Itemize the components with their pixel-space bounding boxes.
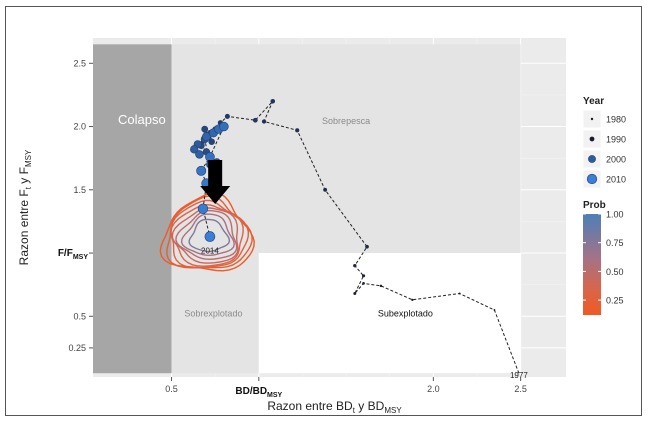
trajectory-point	[458, 292, 461, 295]
trajectory-point	[361, 274, 366, 278]
trajectory-point	[365, 244, 369, 249]
legend-year-label: 2010	[606, 175, 626, 185]
trajectory-point	[353, 292, 357, 295]
legend-year-symbol	[590, 117, 594, 121]
legend-year-label: 1990	[606, 135, 626, 145]
trajectory-point	[204, 231, 216, 242]
trajectory-point	[261, 119, 267, 124]
y-special-tick-label: F/FMSY	[58, 248, 89, 261]
trajectory-point	[219, 121, 229, 132]
region-label-sobrepesca: Sobrepesca	[322, 116, 370, 126]
point-label-2014: 2014	[201, 247, 219, 256]
legend-prob-title: Prob	[583, 200, 606, 211]
point-label-1977: 1977	[510, 371, 528, 380]
trajectory-point	[208, 138, 215, 145]
x-tick-label: 2.5	[514, 384, 527, 394]
trajectory-point	[353, 263, 357, 268]
trajectory-point	[270, 98, 276, 104]
region-colapso	[93, 44, 172, 374]
legend-year-symbol	[589, 136, 595, 142]
legend-prob-colorbar	[583, 214, 601, 315]
probability-contours	[159, 191, 255, 272]
trajectory-point	[202, 132, 211, 142]
y-tick-label: 0.25	[68, 343, 86, 353]
region-label-colapso: Colapso	[118, 112, 166, 127]
trajectory-point	[197, 203, 209, 214]
probability-contour	[180, 213, 235, 257]
region-sobrexplotado	[171, 253, 259, 374]
point-labels: 1977 2014	[201, 247, 528, 380]
legend-year-label: 1980	[606, 115, 626, 125]
legend-year-title: Year	[583, 96, 604, 107]
legend-year-symbol	[588, 155, 596, 163]
region-label-sobrexplotado: Sobrexplotado	[184, 308, 242, 318]
chart: Colapso Sobrepesca Sobrexplotado Subexplota…	[17, 38, 626, 415]
trajectory-point	[379, 284, 383, 288]
probability-contour	[159, 191, 255, 272]
probability-contour	[175, 209, 238, 261]
axes: 0.5 2.0 2.5 0.25 0.5 1.5 2.0 2.5 BD/BDMSY F/FMSY R…	[17, 58, 527, 415]
probability-contour	[171, 207, 239, 264]
y-tick-label: 2.0	[73, 122, 86, 132]
down-arrow-icon	[200, 159, 231, 204]
probability-contour	[170, 203, 244, 267]
trajectory-point	[252, 117, 258, 123]
x-axis-title: Razon entre BDt y BDMSY	[267, 399, 402, 415]
trajectory-point	[493, 309, 496, 311]
y-tick-label: 2.5	[73, 58, 86, 68]
legend-year-symbol	[586, 173, 598, 185]
figure-frame: Colapso Sobrepesca Sobrexplotado Subexplota…	[5, 6, 642, 416]
y-tick-label: 1.5	[73, 185, 86, 195]
region-subexplotado	[258, 253, 521, 374]
legend-prob-label: 0.50	[606, 267, 624, 277]
trajectory-point	[201, 125, 209, 133]
legend-prob-label: 0.25	[606, 296, 624, 306]
trajectory-point	[411, 298, 414, 301]
x-tick-label: 2.0	[427, 384, 440, 394]
regions: Colapso Sobrepesca Sobrexplotado Subexplota…	[93, 44, 521, 374]
x-special-tick-label: BD/BDMSY	[235, 386, 282, 399]
trajectory-point	[323, 187, 328, 192]
arrow-marker	[200, 159, 231, 204]
trajectory-point	[196, 165, 207, 176]
x-tick-label: 0.5	[165, 384, 178, 394]
trajectory-point	[362, 282, 365, 285]
region-label-subexplotado: Subexplotado	[378, 308, 433, 318]
trajectory-point	[190, 145, 199, 154]
trajectory-point	[295, 128, 300, 133]
legend-year-label: 2000	[606, 155, 626, 165]
probability-contour	[166, 195, 253, 269]
probability-contour	[188, 218, 231, 253]
y-tick-label: 0.5	[73, 311, 86, 321]
legend-prob-label: 1.00	[606, 210, 624, 220]
trajectory-point	[224, 113, 230, 119]
y-axis-title: Razon entre Ft y FMSY	[17, 149, 33, 265]
legend-prob-label: 0.75	[606, 238, 624, 248]
trajectory-point	[195, 150, 204, 159]
